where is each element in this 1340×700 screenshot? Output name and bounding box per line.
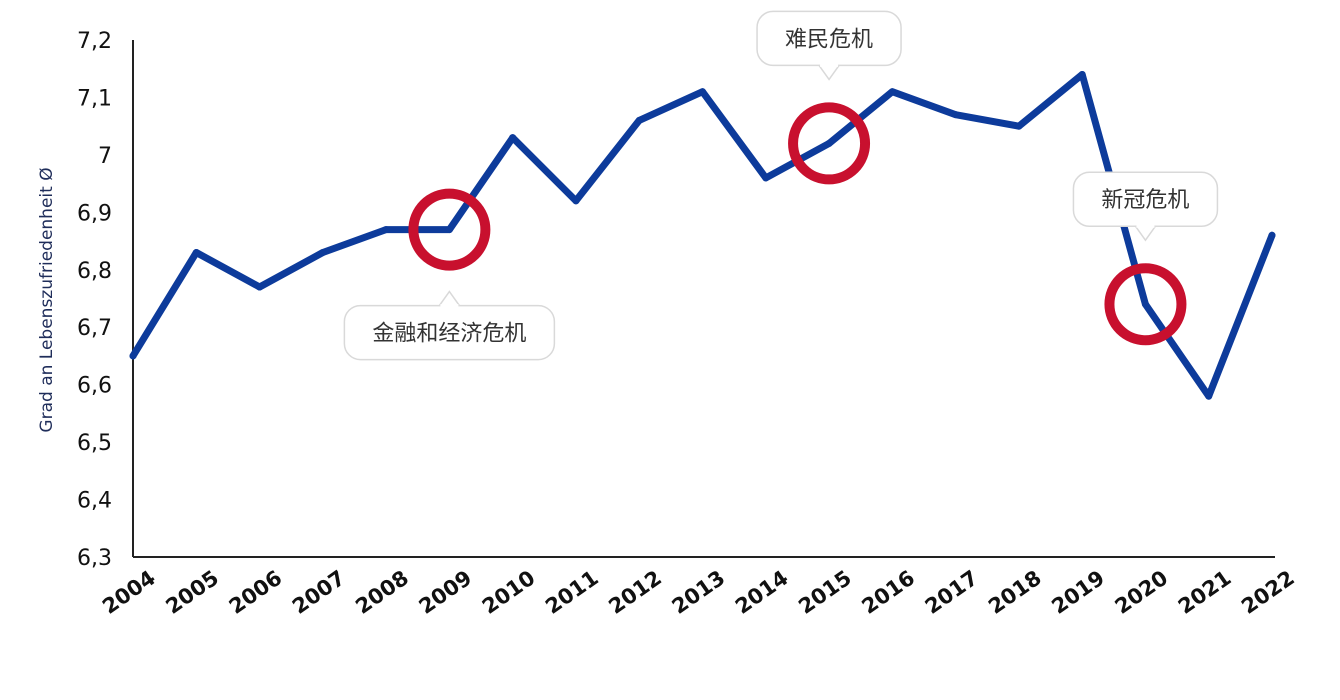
x-tick-label: 2014 <box>731 566 793 619</box>
data-point <box>382 226 390 234</box>
data-point <box>1078 70 1086 78</box>
x-tick-label: 2022 <box>1237 566 1299 619</box>
x-tick-label: 2009 <box>415 566 477 619</box>
data-point <box>1205 392 1213 400</box>
y-tick-label: 6,7 <box>77 316 112 341</box>
x-tick-label: 2015 <box>794 566 856 619</box>
x-tick-label: 2010 <box>478 566 540 619</box>
x-tick-label: 2011 <box>541 566 603 619</box>
data-point <box>1141 300 1149 308</box>
data-point <box>762 174 770 182</box>
annotation: 金融和经济危机 <box>343 188 556 361</box>
y-tick-label: 6,8 <box>77 259 112 284</box>
series-line <box>129 71 1276 400</box>
y-axis-label: Grad an Lebenszufriedenheit Ø <box>37 167 57 432</box>
highlight-ring <box>1104 263 1187 346</box>
y-tick-label: 7 <box>98 144 112 169</box>
x-tick-label: 2019 <box>1047 566 1109 619</box>
annotation: 新冠危机 <box>1072 171 1219 346</box>
data-point <box>888 88 896 96</box>
callout-label: 难民危机 <box>785 27 873 52</box>
data-point <box>509 134 517 142</box>
data-point <box>192 249 200 257</box>
x-tick-label: 2007 <box>288 566 350 619</box>
data-point <box>256 283 264 291</box>
callout-label: 新冠危机 <box>1101 188 1189 213</box>
x-tick-label: 2013 <box>668 566 730 619</box>
x-tick-label: 2020 <box>1111 566 1173 619</box>
annotation: 难民危机 <box>756 10 902 185</box>
y-tick-label: 6,9 <box>77 201 112 226</box>
y-tick-label: 6,5 <box>77 431 112 456</box>
x-tick-label: 2004 <box>98 566 160 619</box>
data-point <box>1268 231 1276 239</box>
data-point <box>129 352 137 360</box>
data-point <box>445 226 453 234</box>
series-group <box>129 70 1276 400</box>
x-tick-label: 2012 <box>604 566 666 619</box>
x-tick-label: 2005 <box>161 566 223 619</box>
highlight-ring <box>408 188 491 271</box>
data-point <box>1015 122 1023 130</box>
data-point <box>825 139 833 147</box>
x-tick-label: 2017 <box>921 566 983 619</box>
y-tick-label: 7,1 <box>77 86 112 111</box>
y-tick-label: 6,4 <box>77 489 112 514</box>
y-axis-ticks: 6,3 6,4 6,5 6,6 6,7 6,8 6,9 7 7,1 7,2 <box>77 29 112 571</box>
y-tick-label: 6,6 <box>77 374 112 399</box>
x-tick-label: 2018 <box>984 566 1046 619</box>
x-tick-label: 2016 <box>857 566 919 619</box>
callout-label: 金融和经济危机 <box>372 322 526 347</box>
callout-pointer <box>818 64 840 81</box>
data-point <box>699 88 706 96</box>
y-tick-label: 7,2 <box>77 29 112 54</box>
data-point <box>572 197 580 205</box>
x-tick-label: 2008 <box>351 566 413 619</box>
callout-pointer <box>1134 225 1157 242</box>
callout-pointer <box>438 290 460 307</box>
x-axis-ticks: 2004 2005 2006 2007 2008 2009 2010 2011 2012 2013… <box>98 566 1299 619</box>
y-tick-label: 6,3 <box>77 546 112 571</box>
x-tick-label: 2006 <box>225 566 287 619</box>
x-tick-label: 2021 <box>1174 566 1236 619</box>
data-point <box>952 111 960 119</box>
highlight-ring <box>788 102 871 185</box>
data-point <box>635 116 643 124</box>
data-point <box>319 249 327 257</box>
